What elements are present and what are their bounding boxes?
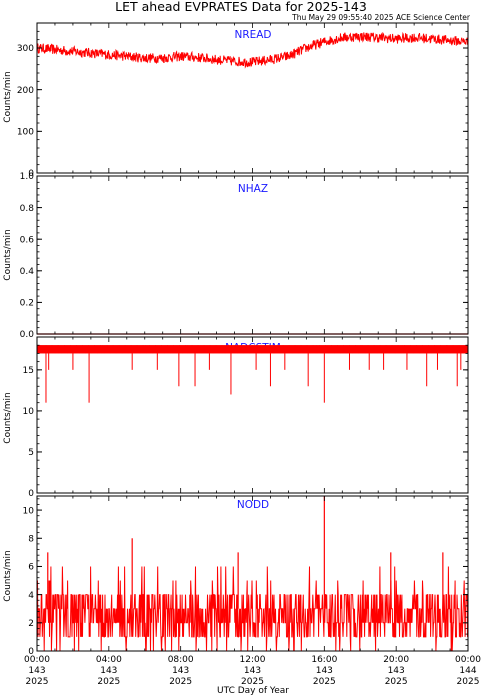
panel-title-nread: NREAD — [234, 29, 271, 41]
y-axis-label-nread: Counts/min — [3, 71, 13, 122]
series-line-nodd — [36, 566, 469, 652]
y-tick-label: 0.8 — [20, 204, 35, 214]
x-tick-label: 16:00 — [311, 655, 337, 665]
y-tick-label: 0 — [28, 489, 34, 499]
panel-title-nodd: NODD — [237, 499, 269, 511]
y-tick-label: 0.2 — [20, 299, 34, 309]
x-tick-label: 00:00 — [455, 655, 481, 665]
y-tick-label: 6 — [28, 563, 34, 573]
panel-nadcstim: NADCSTIM Counts/min — [3, 342, 281, 444]
x-tick-label: 04:00 — [96, 655, 122, 665]
plot-nadcstim: 0 5 10 15 — [23, 336, 469, 499]
y-tick-label: 4 — [28, 591, 34, 601]
y-axis-label-nadcstim: Counts/min — [3, 392, 13, 443]
y-tick-label: 10 — [23, 407, 35, 417]
x-tick-label: 2025 — [169, 677, 192, 687]
x-tick-label: 143 — [388, 666, 405, 676]
x-tick-label: 2025 — [26, 677, 49, 687]
x-tick-label: 2025 — [313, 677, 336, 687]
timestamp-label: Thu May 29 09:55:40 2025 ACE Science Cen… — [291, 13, 471, 22]
x-tick-label: 00:00 — [24, 655, 50, 665]
x-tick-label: 144 — [459, 666, 476, 676]
x-tick-label: 143 — [100, 666, 117, 676]
x-tick-label: 143 — [172, 666, 189, 676]
x-axis-title: UTC Day of Year — [217, 686, 289, 696]
y-tick-label: 5 — [28, 448, 34, 458]
x-tick-label: 143 — [28, 666, 45, 676]
x-tick-label: 08:00 — [168, 655, 194, 665]
series-line-nadcstim — [36, 345, 469, 354]
y-tick-label: 0.6 — [20, 235, 35, 245]
x-tick-label: 20:00 — [383, 655, 409, 665]
y-axis-label-nhaz: Counts/min — [3, 229, 13, 280]
x-tick-label: 2025 — [241, 677, 264, 687]
y-tick-label: 200 — [17, 86, 34, 96]
y-tick-label: 100 — [17, 128, 34, 138]
plot-nhaz: 0.0 0.2 0.4 0.6 0.8 1.0 — [20, 172, 469, 340]
panel-title-nhaz: NHAZ — [238, 183, 268, 195]
x-tick-label: 143 — [244, 666, 261, 676]
y-tick-label: 15 — [23, 366, 34, 376]
x-axis-ticks: 00:00143202504:00143202508:00143202512:0… — [24, 655, 481, 687]
x-tick-label: 143 — [316, 666, 333, 676]
y-tick-label: 8 — [28, 534, 34, 544]
x-tick-label: 2025 — [457, 677, 480, 687]
series-band-nadcstim — [37, 345, 468, 354]
x-tick-label: 12:00 — [240, 655, 266, 665]
panel-nodd: NODD Counts/min — [3, 499, 269, 602]
y-tick-label: 300 — [17, 44, 34, 54]
panel-nhaz: NHAZ Counts/min — [3, 183, 268, 281]
panel-frame — [36, 175, 469, 335]
panel-frame — [36, 22, 469, 174]
y-tick-label: 10 — [23, 506, 35, 516]
y-tick-label: 1.0 — [20, 172, 35, 182]
y-tick-label: 0 — [28, 647, 34, 657]
x-tick-label: 2025 — [97, 677, 120, 687]
y-axis-label-nodd: Counts/min — [3, 550, 13, 601]
plot-nodd: 0 2 4 6 8 10 — [23, 495, 469, 657]
y-tick-label: 0.4 — [20, 267, 35, 277]
plot-nread: 0 100 200 300 — [17, 22, 469, 179]
y-tick-label: 0 — [28, 169, 34, 179]
panel-nread: NREAD Counts/min — [3, 29, 272, 123]
panel-frame — [36, 336, 469, 494]
y-tick-label: 0.0 — [20, 330, 35, 340]
x-tick-label: 2025 — [385, 677, 408, 687]
series-line-nread — [36, 31, 469, 69]
y-tick-label: 2 — [28, 619, 34, 629]
figure-title: LET ahead EVPRATES Data for 2025-143 — [115, 0, 367, 14]
